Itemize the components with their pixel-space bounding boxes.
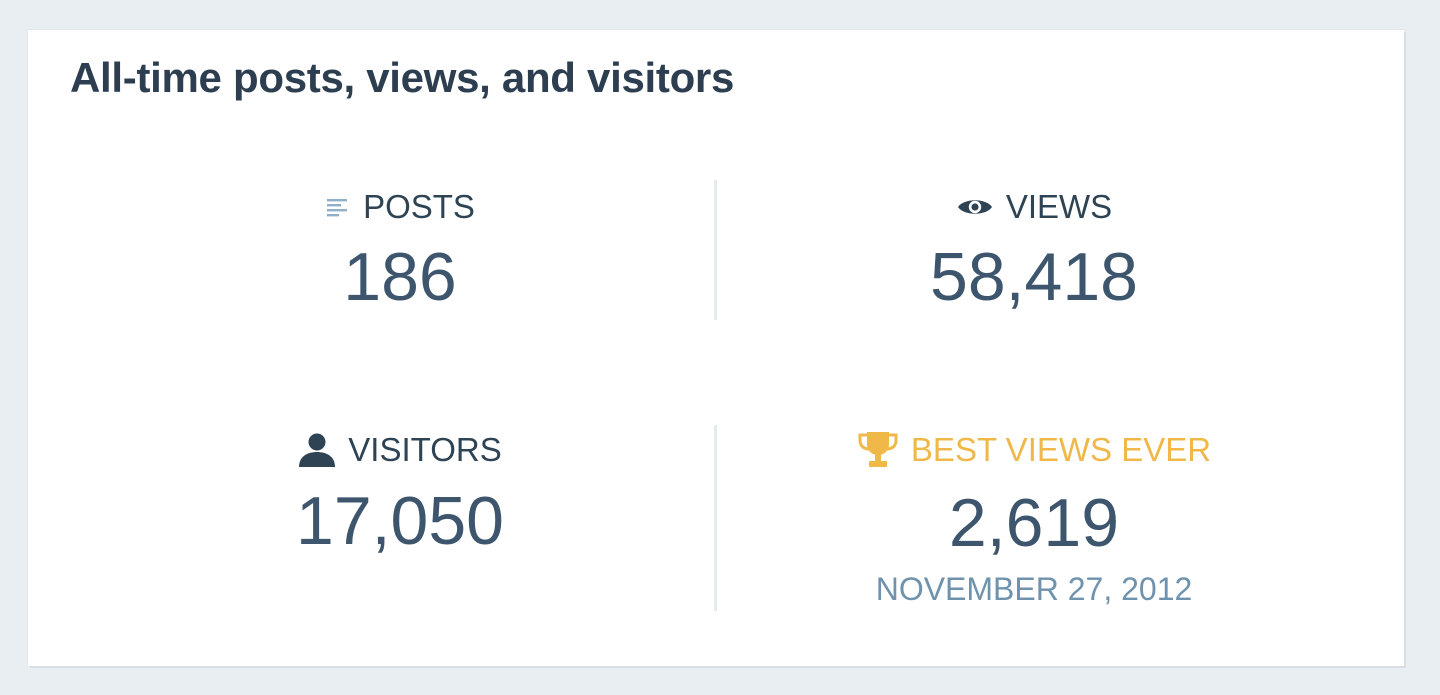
stat-posts-header: POSTS (325, 185, 475, 229)
stat-posts-value: 186 (343, 239, 457, 315)
column-divider (714, 425, 717, 611)
column-divider (714, 180, 717, 320)
stat-visitors-value: 17,050 (296, 483, 504, 559)
trophy-icon (857, 430, 899, 470)
stat-views-value: 58,418 (930, 239, 1138, 315)
stat-best-views-value: 2,619 (948, 485, 1120, 561)
stat-views-header: VIEWS (956, 185, 1112, 229)
eye-icon (956, 195, 994, 219)
stat-visitors: VISITORS 17,050 (70, 428, 730, 555)
stat-visitors-label: VISITORS (348, 431, 502, 468)
stat-posts-label: POSTS (363, 188, 475, 225)
stat-best-views: BEST VIEWS EVER 2,619 NOVEMBER 27, 2012 (704, 428, 1364, 608)
stat-best-views-date: NOVEMBER 27, 2012 (875, 571, 1193, 607)
posts-icon (325, 196, 351, 218)
stat-best-views-header: BEST VIEWS EVER (857, 428, 1211, 472)
card-title: All-time posts, views, and visitors (70, 54, 735, 101)
stats-card: All-time posts, views, and visitors POST… (28, 30, 1404, 666)
stat-best-views-label: BEST VIEWS EVER (910, 431, 1212, 468)
stat-views-label: VIEWS (1005, 188, 1113, 225)
stat-views: VIEWS 58,418 (704, 185, 1364, 311)
stat-posts: POSTS 186 (70, 185, 730, 311)
person-icon (298, 432, 336, 468)
stat-visitors-header: VISITORS (298, 428, 502, 472)
